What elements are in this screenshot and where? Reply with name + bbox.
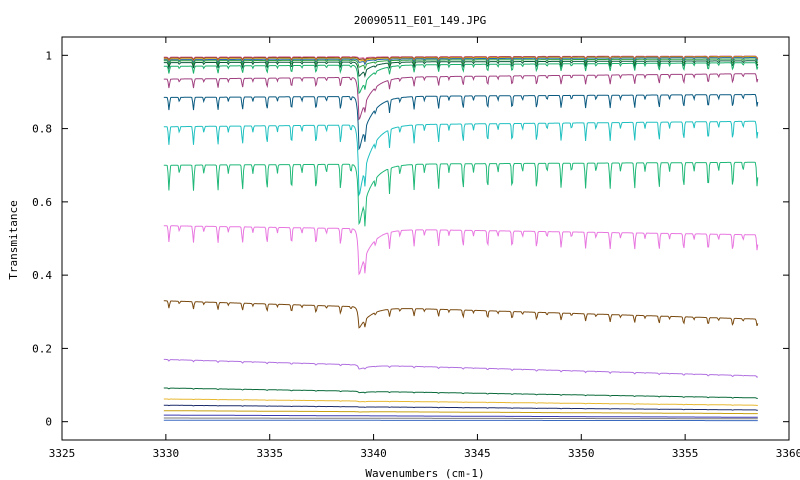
x-tick-label: 3330 xyxy=(153,447,180,460)
series-line-20 xyxy=(163,417,758,420)
chart-title: 20090511_E01_149.JPG xyxy=(354,14,486,27)
series-line-11 xyxy=(163,161,759,227)
plot-frame xyxy=(61,36,790,441)
series-line-15 xyxy=(163,387,758,400)
series-line-17 xyxy=(163,404,758,411)
x-tick-label: 3360 xyxy=(776,447,800,460)
series-line-9 xyxy=(163,94,759,151)
x-tick-label: 3340 xyxy=(360,447,387,460)
series-line-10 xyxy=(163,120,759,197)
series-line-18 xyxy=(163,410,758,415)
series-line-16 xyxy=(163,398,758,407)
series-line-14 xyxy=(163,358,759,378)
series-line-8 xyxy=(163,73,759,121)
x-axis-label: Wavenumbers (cm-1) xyxy=(365,467,484,480)
y-tick-label: 0 xyxy=(45,416,52,429)
series-line-19 xyxy=(163,414,758,418)
y-axis-label: Transmitance xyxy=(7,200,20,279)
y-tick-label: 0.6 xyxy=(32,196,52,209)
series-line-12 xyxy=(163,225,759,276)
y-tick-label: 0.8 xyxy=(32,123,52,136)
series-lines xyxy=(163,55,759,422)
axes: 3325 3330 3335 3340 3345 3350 3355 3360 0 0.2 0.4 0… xyxy=(32,36,800,460)
x-tick-label: 3355 xyxy=(672,447,699,460)
series-line-5 xyxy=(163,58,759,71)
x-tick-label: 3325 xyxy=(49,447,76,460)
series-line-13 xyxy=(163,300,759,329)
x-tick-label: 3345 xyxy=(464,447,491,460)
y-tick-label: 0.4 xyxy=(32,269,52,282)
x-tick-label: 3350 xyxy=(568,447,595,460)
y-tick-label: 0.2 xyxy=(32,342,52,355)
series-line-4 xyxy=(163,57,759,66)
y-tick-label: 1 xyxy=(45,49,52,62)
x-tick-label: 3335 xyxy=(256,447,283,460)
series-line-3 xyxy=(163,56,759,64)
series-line-6 xyxy=(163,60,759,79)
series-line-7 xyxy=(163,62,759,95)
